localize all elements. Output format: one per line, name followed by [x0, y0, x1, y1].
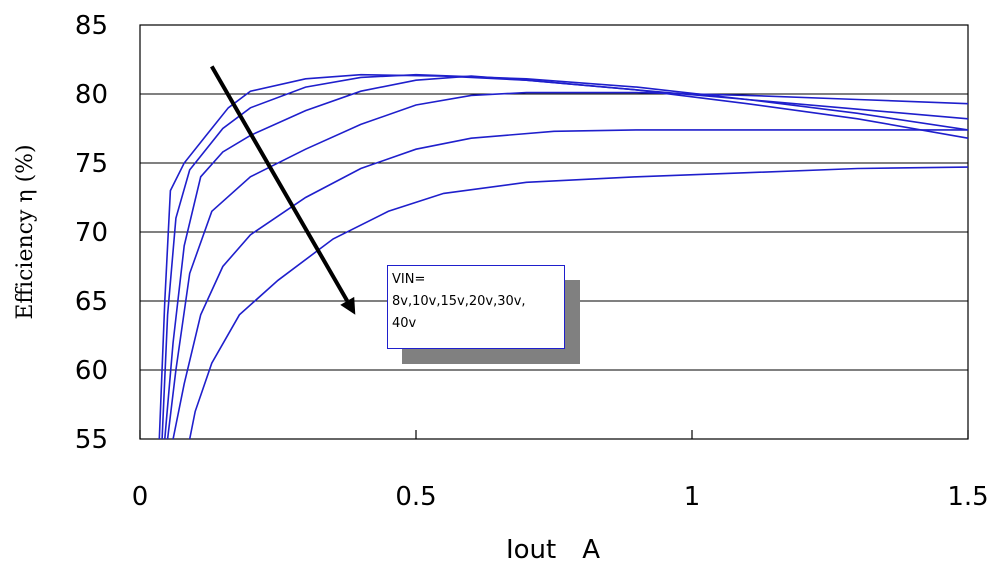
- y-tick-label: 75: [75, 149, 108, 179]
- y-tick-labels: 55 60 65 70 75 80 85: [75, 11, 108, 455]
- x-axis-label: Iout A: [506, 535, 600, 565]
- annotation-text: VIN= 8v,10v,15v,20v,30v, 40v: [388, 266, 564, 335]
- x-tick-labels: 0 0.5 1 1.5: [132, 482, 989, 512]
- y-tick-label: 55: [75, 425, 108, 455]
- x-tick-label: 0.5: [395, 482, 436, 512]
- x-tick-label: 1.5: [947, 482, 988, 512]
- series-line-3: [164, 75, 969, 440]
- y-tick-label: 70: [75, 218, 108, 248]
- annotation-line-2: 8v,10v,15v,20v,30v,: [392, 294, 526, 309]
- series-line-5: [172, 129, 968, 440]
- plot-area: [139, 24, 969, 440]
- annotation-line-1: VIN=: [392, 272, 426, 287]
- series-lines: [158, 73, 969, 440]
- arrow-head: [340, 296, 356, 315]
- y-axis-label: Efficiency η (%): [13, 144, 38, 319]
- x-tick-label: 1: [684, 482, 701, 512]
- x-tick-label: 0: [132, 482, 149, 512]
- vin-annotation: VIN= 8v,10v,15v,20v,30v, 40v: [387, 265, 565, 349]
- y-tick-label: 65: [75, 287, 108, 317]
- series-line-1: [158, 73, 969, 440]
- arrow-shaft: [210, 65, 350, 302]
- x-ticks: [139, 430, 969, 439]
- annotation-line-3: 40v: [392, 316, 417, 331]
- series-line-4: [166, 91, 969, 440]
- y-tick-label: 60: [75, 356, 108, 386]
- series-line-6: [188, 166, 969, 440]
- y-tick-label: 80: [75, 80, 108, 110]
- vin-arrow: [210, 65, 356, 315]
- y-tick-label: 85: [75, 11, 108, 41]
